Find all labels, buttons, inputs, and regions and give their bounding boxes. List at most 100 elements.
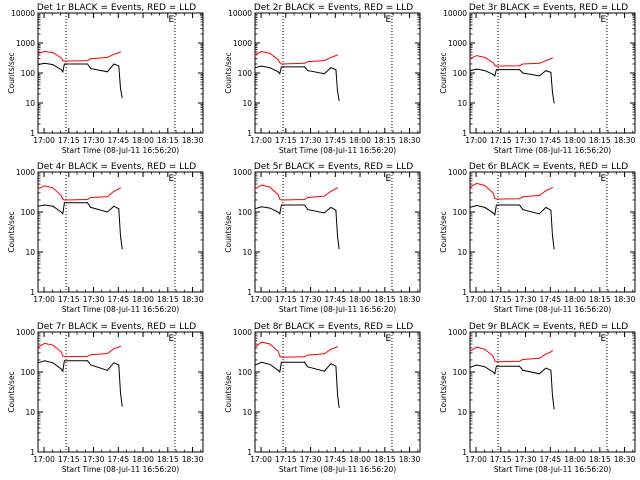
data-point [87,355,88,357]
data-point [538,213,540,215]
y-tick-label: 100 [453,368,468,377]
data-point [280,66,282,68]
x-tick-label: 18:00 [132,455,154,464]
data-point [492,355,494,357]
x-tick-label: 18:15 [157,295,179,304]
data-point [553,102,555,104]
x-tick-label: 18:30 [399,136,421,145]
data-point [87,360,88,362]
x-tick-label: 18:30 [614,136,636,145]
data-point [552,92,553,94]
data-point [550,71,552,73]
x-tick-label: 17:00 [250,455,272,464]
data-point [494,214,496,216]
data-point [476,364,478,366]
data-point [120,345,121,347]
data-point [337,54,338,56]
data-point [337,393,338,395]
data-point [90,58,92,60]
data-point [553,248,555,250]
series-line-lld [469,346,553,363]
data-point [484,56,486,58]
data-point [495,365,497,367]
x-tick-label: 18:15 [157,136,179,145]
plot-frame [469,331,636,453]
data-point [90,364,92,366]
data-point [307,70,309,72]
x-axis-label: Start Time (08-Jul-11 16:56:20) [62,465,179,474]
data-point [120,392,121,394]
data-point [279,73,281,75]
data-point [492,371,494,373]
data-point [280,199,282,201]
series-line-events [254,65,340,101]
data-point [62,213,64,215]
data-point [261,341,263,343]
data-point [63,63,65,65]
series-line-lld [37,50,121,62]
panel-det-9r: Det 9r BLACK = Events, RED = LLD E 1 10 100 1… [439,322,636,474]
data-point [90,68,92,70]
data-point [330,67,332,69]
plot-frame [469,171,636,293]
data-point [469,70,471,72]
x-tick-label: 17:45 [107,295,129,304]
x-axis-label: Start Time (08-Jul-11 16:56:20) [279,465,396,474]
data-point [60,351,62,353]
data-point [545,367,547,369]
data-point [52,64,54,66]
y-axis-label: Counts/sec [224,371,233,412]
data-point [106,196,108,198]
data-point [87,199,88,201]
data-point [469,350,471,352]
data-point [330,190,332,192]
y-tick-label: 1000 [16,39,35,48]
panel-det-6r: Det 6r BLACK = Events, RED = LLD E 1 10 100 1… [439,162,636,314]
data-point [304,62,305,64]
x-tick-label: 17:15 [58,136,80,145]
y-tick-label: 1 [30,129,35,138]
data-point [335,346,337,348]
data-point [494,197,496,199]
data-point [323,195,325,197]
y-tick-label: 1 [247,288,252,297]
series-line-lld [254,50,338,65]
x-tick-label: 17:00 [250,136,272,145]
x-tick-label: 18:15 [374,295,396,304]
data-point [52,344,54,346]
y-tick-label: 100 [453,69,468,78]
y-tick-label: 1 [30,288,35,297]
data-point [337,346,338,348]
x-tick-label: 17:00 [465,295,487,304]
x-tick-label: 17:30 [83,136,105,145]
x-tick-label: 17:15 [275,455,297,464]
y-tick-label: 100 [238,208,253,217]
data-point [106,56,108,58]
y-tick-label: 10 [242,99,252,108]
data-point [550,187,552,189]
data-point [337,90,338,92]
data-point [495,65,497,67]
y-tick-label: 10 [457,408,467,417]
data-point [277,369,279,371]
x-axis-label: Start Time (08-Jul-11 16:56:20) [62,146,179,155]
data-point [118,52,120,54]
data-point [44,360,46,362]
data-point [44,204,46,206]
y-tick-label: 100 [238,368,253,377]
data-point [337,235,338,237]
data-point [494,360,496,362]
plot-frame [37,12,204,134]
data-point [550,58,552,60]
data-point [120,88,121,90]
panel-title: Det 1r BLACK = Events, RED = LLD [37,3,196,13]
data-point [277,350,279,352]
x-tick-label: 17:00 [33,136,55,145]
series-line-events [37,62,123,98]
x-axis-label: Start Time (08-Jul-11 16:56:20) [279,146,396,155]
data-point [63,60,65,62]
series-line-events [469,204,555,249]
panel-det-7r: Det 7r BLACK = Events, RED = LLD E 1 10 100 1… [7,322,204,474]
x-tick-label: 17:45 [539,455,561,464]
data-point [476,182,478,184]
